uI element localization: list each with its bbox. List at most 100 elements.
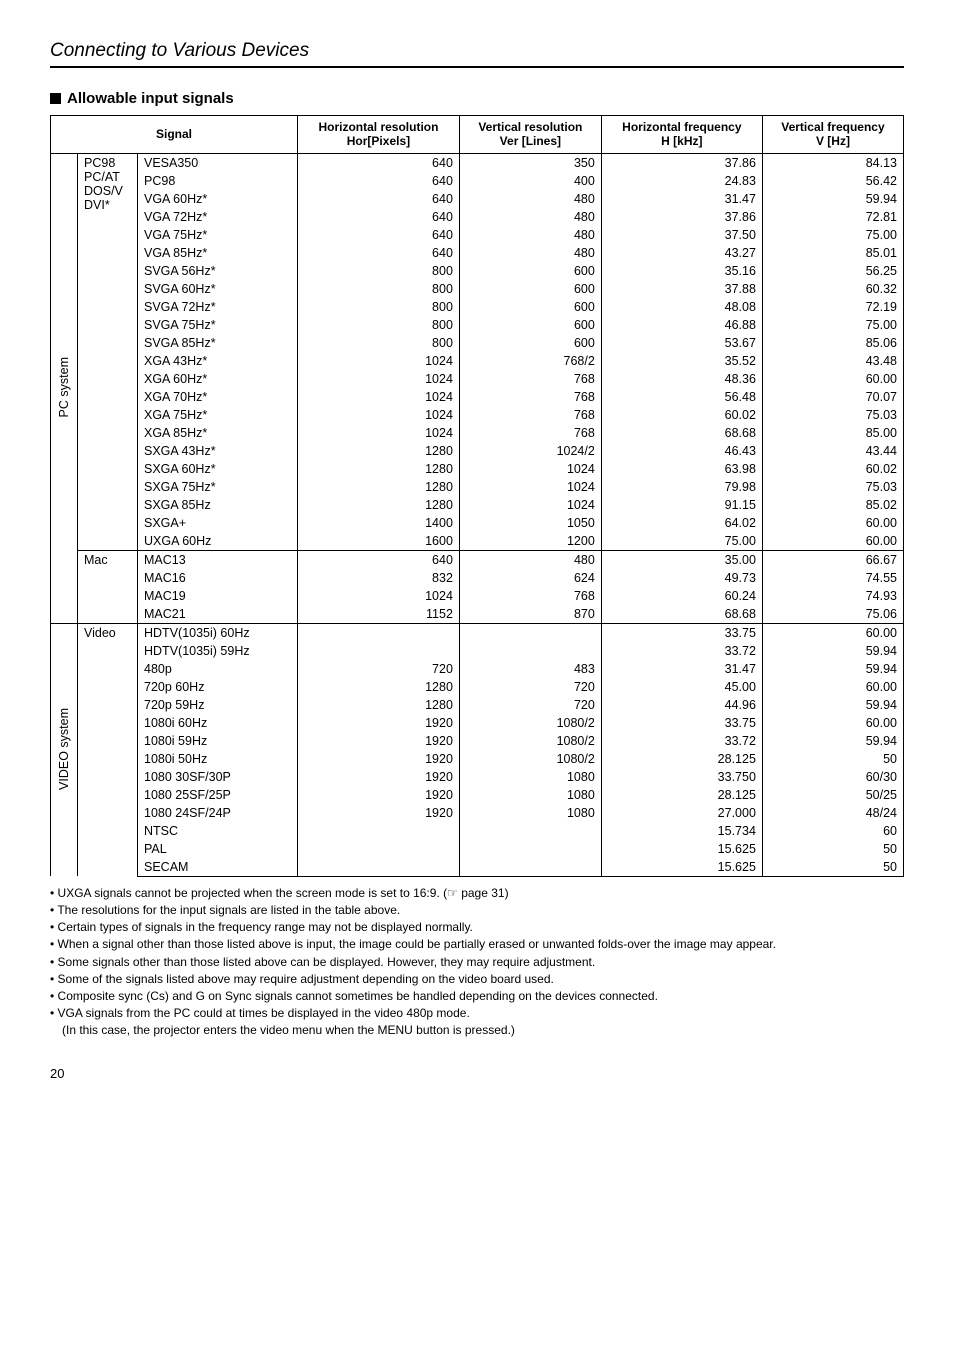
signal-value: 720 [459, 696, 601, 714]
note-item: Some of the signals listed above may req… [50, 971, 904, 987]
table-row: 1080 25SF/25P1920108028.12550/25 [51, 786, 904, 804]
signal-value: 79.98 [601, 478, 762, 496]
table-row: 1080 30SF/30P1920108033.75060/30 [51, 768, 904, 786]
table-row: SXGA+1400105064.0260.00 [51, 514, 904, 532]
system-label: VIDEO system [57, 708, 71, 790]
table-row: SVGA 72Hz*80060048.0872.19 [51, 298, 904, 316]
signal-value: 33.75 [601, 623, 762, 642]
table-row: PAL 15.62550 [51, 840, 904, 858]
table-row: XGA 85Hz*102476868.6885.00 [51, 424, 904, 442]
signal-value: 1024 [298, 424, 460, 442]
note-item: Certain types of signals in the frequenc… [50, 919, 904, 935]
table-row: XGA 60Hz*102476848.3660.00 [51, 370, 904, 388]
header-row: Signal Horizontal resolution Hor[Pixels]… [51, 116, 904, 154]
table-row: MAC1683262449.7374.55 [51, 569, 904, 587]
signal-name: NTSC [138, 822, 298, 840]
signal-name: SXGA 60Hz* [138, 460, 298, 478]
signal-value: 15.734 [601, 822, 762, 840]
signal-value: 60.00 [762, 678, 903, 696]
signal-value: 50 [762, 840, 903, 858]
signal-value: 68.68 [601, 605, 762, 624]
signal-name: VGA 75Hz* [138, 226, 298, 244]
signal-name: MAC19 [138, 587, 298, 605]
signal-value: 640 [298, 172, 460, 190]
signal-value: 1280 [298, 696, 460, 714]
signal-name: SVGA 85Hz* [138, 334, 298, 352]
signal-value: 50 [762, 750, 903, 768]
signal-value: 350 [459, 153, 601, 172]
signal-value: 60.00 [762, 714, 903, 732]
signal-value [459, 642, 601, 660]
signal-value: 640 [298, 244, 460, 262]
signal-value: 85.06 [762, 334, 903, 352]
signal-name: MAC13 [138, 550, 298, 569]
signal-value: 31.47 [601, 190, 762, 208]
signal-value: 1920 [298, 714, 460, 732]
signal-value: 800 [298, 262, 460, 280]
signal-value: 48/24 [762, 804, 903, 822]
signal-name: PAL [138, 840, 298, 858]
signal-name: PC98 [138, 172, 298, 190]
signal-name: SVGA 75Hz* [138, 316, 298, 334]
signal-name: 1080i 50Hz [138, 750, 298, 768]
signal-value: 720 [459, 678, 601, 696]
signal-value: 59.94 [762, 190, 903, 208]
table-row: XGA 43Hz*1024768/235.5243.48 [51, 352, 904, 370]
signal-value: 35.52 [601, 352, 762, 370]
signal-name: VGA 72Hz* [138, 208, 298, 226]
signal-value: 75.06 [762, 605, 903, 624]
note-item: VGA signals from the PC could at times b… [50, 1005, 904, 1021]
signal-value: 46.88 [601, 316, 762, 334]
signal-value: 480 [459, 226, 601, 244]
signal-name: XGA 85Hz* [138, 424, 298, 442]
signal-value: 64.02 [601, 514, 762, 532]
signal-value [459, 858, 601, 877]
th-vres: Vertical resolution Ver [Lines] [459, 116, 601, 154]
table-row: VGA 60Hz*64048031.4759.94 [51, 190, 904, 208]
signal-value: 768 [459, 370, 601, 388]
signal-value: 74.93 [762, 587, 903, 605]
table-row: 1080i 50Hz19201080/228.12550 [51, 750, 904, 768]
table-row: 720p 59Hz128072044.9659.94 [51, 696, 904, 714]
table-row: MAC19102476860.2474.93 [51, 587, 904, 605]
signal-value [298, 858, 460, 877]
signal-name: 1080 24SF/24P [138, 804, 298, 822]
signal-name: VESA350 [138, 153, 298, 172]
signal-value: 1280 [298, 460, 460, 478]
table-row: 1080i 59Hz19201080/233.7259.94 [51, 732, 904, 750]
signal-value: 75.03 [762, 478, 903, 496]
table-row: SVGA 60Hz*80060037.8860.32 [51, 280, 904, 298]
signal-name: SVGA 72Hz* [138, 298, 298, 316]
signal-value: 1280 [298, 442, 460, 460]
signal-value: 832 [298, 569, 460, 587]
signal-value: 43.27 [601, 244, 762, 262]
signal-value: 1024/2 [459, 442, 601, 460]
signal-value: 37.86 [601, 208, 762, 226]
signal-name: 1080i 59Hz [138, 732, 298, 750]
signal-value: 75.03 [762, 406, 903, 424]
signal-value: 1024 [298, 587, 460, 605]
signal-value: 33.75 [601, 714, 762, 732]
table-row: PC9864040024.8356.42 [51, 172, 904, 190]
signal-value: 28.125 [601, 786, 762, 804]
signal-value: 768/2 [459, 352, 601, 370]
sub-note: (In this case, the projector enters the … [50, 1022, 904, 1038]
signal-value: 74.55 [762, 569, 903, 587]
signal-value [298, 623, 460, 642]
table-row: SECAM15.62550 [51, 858, 904, 877]
signal-value: 720 [298, 660, 460, 678]
signal-value: 59.94 [762, 642, 903, 660]
signal-value: 1080/2 [459, 750, 601, 768]
signal-name: 720p 59Hz [138, 696, 298, 714]
signal-name: SXGA 85Hz [138, 496, 298, 514]
signal-value [459, 822, 601, 840]
signal-name: XGA 60Hz* [138, 370, 298, 388]
signal-value: 600 [459, 262, 601, 280]
table-row: UXGA 60Hz1600120075.0060.00 [51, 532, 904, 551]
signal-name: HDTV(1035i) 60Hz [138, 623, 298, 642]
table-row: 1080i 60Hz19201080/233.7560.00 [51, 714, 904, 732]
signal-value: 1024 [298, 352, 460, 370]
signal-name: VGA 60Hz* [138, 190, 298, 208]
signal-value: 15.625 [601, 840, 762, 858]
signal-value: 768 [459, 424, 601, 442]
